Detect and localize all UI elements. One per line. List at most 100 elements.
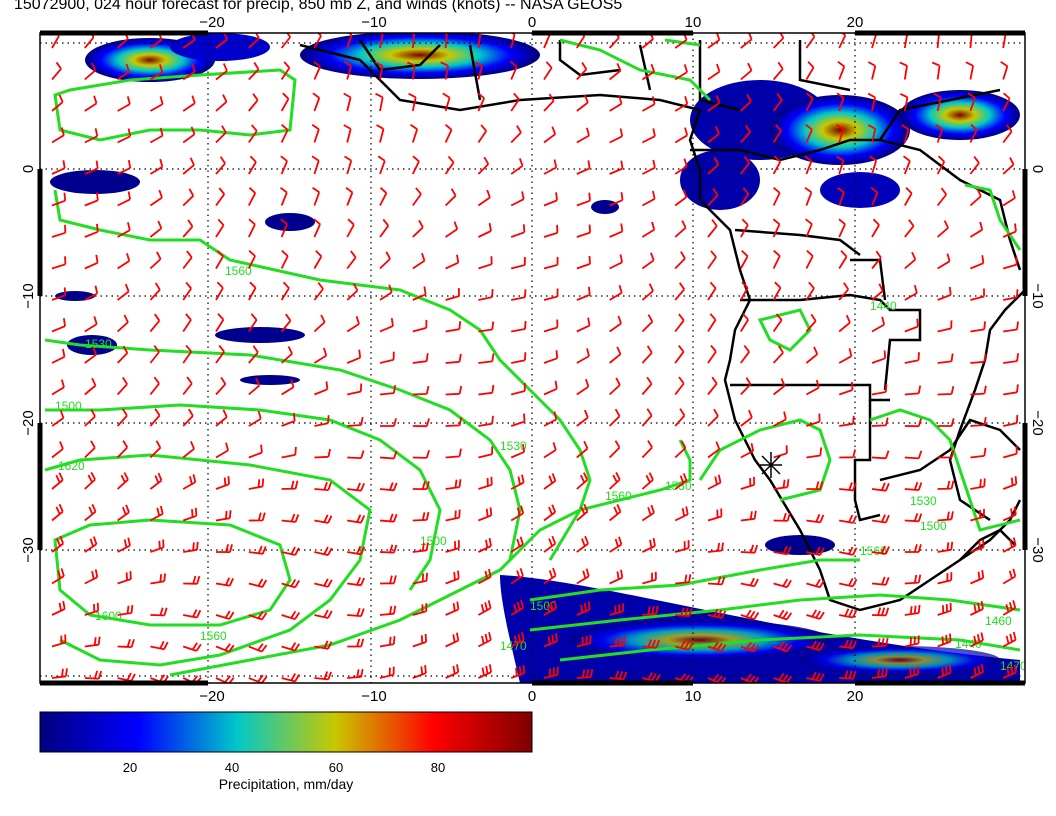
- wind-barb: [609, 637, 626, 648]
- wind-barb: [772, 33, 785, 49]
- wind-barb: [117, 504, 130, 522]
- wind-barb: [674, 189, 688, 207]
- wind-barb: [84, 95, 98, 112]
- wind-barb: [707, 641, 727, 653]
- wind-barb: [740, 377, 752, 396]
- wind-barb: [51, 318, 66, 333]
- wind-barb: [641, 190, 656, 207]
- wind-barb: [904, 574, 922, 585]
- wind-barb: [117, 191, 131, 207]
- wind-barb: [215, 409, 228, 427]
- wind-barb: [969, 156, 980, 175]
- wind-barb: [510, 568, 524, 585]
- wind-barb: [412, 286, 427, 301]
- wind-barb: [313, 250, 323, 269]
- wind-barb: [576, 535, 589, 553]
- wind-barb: [806, 447, 823, 459]
- wind-barb: [839, 608, 858, 619]
- wind-barb: [510, 92, 520, 112]
- wind-barb: [347, 450, 365, 459]
- wind-barb: [478, 415, 494, 427]
- wind-barb: [247, 250, 256, 269]
- wind-barb: [510, 158, 524, 175]
- wind-barb: [609, 603, 624, 616]
- wind-barb: [510, 60, 518, 80]
- wind-barb: [510, 383, 526, 396]
- wind-barb: [182, 408, 194, 427]
- wind-barb: [343, 124, 352, 143]
- wind-barb: [347, 545, 366, 556]
- wind-barb: [675, 607, 693, 617]
- wind-barb: [707, 673, 727, 683]
- wind-barb: [937, 572, 953, 585]
- wind-barb: [805, 61, 815, 80]
- wind-barb: [740, 124, 751, 144]
- wind-barb: [970, 416, 987, 427]
- contour-label: 1560: [605, 489, 632, 503]
- wind-barb: [937, 602, 952, 616]
- wind-barb: [1002, 664, 1017, 679]
- wind-barb: [215, 156, 226, 175]
- wind-barb: [51, 535, 65, 553]
- wind-barb: [248, 410, 262, 427]
- wind-barb: [377, 155, 386, 175]
- wind-barb: [740, 673, 760, 683]
- contour-label: 1560: [200, 629, 227, 643]
- wind-barb: [215, 313, 225, 332]
- wind-barb: [280, 218, 288, 238]
- wind-barb: [215, 610, 235, 620]
- wind-barb: [313, 347, 328, 364]
- wind-barb: [904, 318, 919, 333]
- contour-label: 1600: [95, 609, 122, 623]
- wind-barb: [674, 344, 685, 364]
- wind-barb: [969, 221, 984, 238]
- wind-barb: [970, 539, 985, 553]
- wind-barb: [149, 282, 161, 301]
- wind-barb: [84, 602, 99, 616]
- wind-barb: [182, 313, 192, 333]
- lat-tick-label: −10: [20, 283, 37, 308]
- wind-barb: [707, 344, 717, 364]
- wind-barb: [343, 92, 352, 112]
- wind-barb: [707, 281, 717, 301]
- wind-barb: [412, 665, 427, 679]
- wind-barb: [343, 61, 352, 80]
- wind-barb: [641, 252, 655, 270]
- wind-barb: [51, 568, 65, 585]
- wind-barb: [312, 92, 321, 112]
- wind-barb: [280, 155, 288, 175]
- wind-barb: [970, 664, 984, 679]
- wind-barb: [899, 61, 908, 80]
- wind-barb: [346, 33, 353, 49]
- wind-barb: [707, 608, 727, 619]
- wind-barb: [1003, 353, 1019, 364]
- wind-barb: [707, 576, 726, 586]
- wind-barb: [51, 348, 66, 364]
- lat-labels-left: 0 −10 −20 −30: [20, 165, 37, 563]
- wind-barb: [279, 186, 288, 206]
- wind-barb: [445, 509, 461, 522]
- wind-barb: [805, 218, 813, 238]
- wind-barb: [707, 63, 721, 81]
- wind-barb: [182, 95, 196, 112]
- wind-barb: [150, 539, 165, 553]
- wind-barb: [576, 160, 591, 175]
- wind-barb: [674, 251, 686, 270]
- wind-barb: [314, 514, 333, 524]
- wind-barb: [477, 156, 490, 175]
- wind-barb: [474, 61, 483, 80]
- wind-barb: [51, 256, 67, 270]
- wind-barb: [773, 578, 792, 589]
- wind-barb: [511, 289, 527, 301]
- wind-barb: [839, 639, 857, 650]
- wind-barb: [1003, 289, 1019, 301]
- wind-barb: [674, 376, 685, 396]
- wind-barb: [445, 448, 462, 459]
- wind-barb: [806, 481, 824, 490]
- wind-barb: [543, 192, 558, 207]
- wind-barb: [346, 218, 355, 238]
- wind-barb: [84, 377, 97, 396]
- wind-barb: [871, 576, 890, 586]
- wind-barb: [772, 313, 783, 333]
